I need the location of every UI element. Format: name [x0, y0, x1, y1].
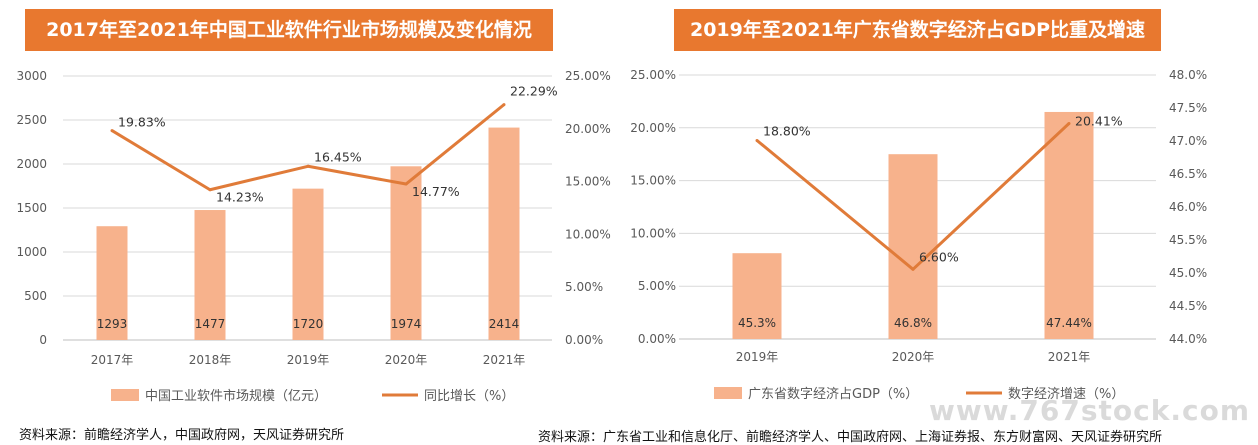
y-right-tick-label: 20.00%: [565, 122, 611, 136]
y-left-tick-label: 15.00%: [630, 174, 676, 188]
y-left-tick-label: 0.00%: [638, 332, 676, 346]
y-left-tick-label: 1500: [16, 201, 47, 215]
bar: [96, 226, 128, 340]
y-left-tick-label: 20.00%: [630, 121, 676, 135]
bar: [732, 253, 782, 339]
y-right-tick-label: 44.0%: [1169, 332, 1207, 346]
x-category-label: 2020年: [892, 350, 935, 364]
y-left-tick-label: 2500: [16, 113, 47, 127]
line-point: [502, 103, 506, 107]
x-category-label: 2017年: [91, 353, 134, 367]
bar: [194, 210, 226, 340]
line-value-label: 19.83%: [118, 115, 166, 130]
bar: [1044, 111, 1094, 340]
line-point: [755, 138, 759, 142]
y-left-tick-label: 5.00%: [638, 279, 676, 293]
y-right-tick-label: 45.5%: [1169, 233, 1207, 247]
bar-value-label: 47.44%: [1046, 316, 1092, 330]
y-right-tick-label: 10.00%: [565, 227, 611, 241]
line-value-label: 18.80%: [763, 123, 811, 138]
y-right-tick-label: 47.0%: [1169, 134, 1207, 148]
y-right-tick-label: 44.5%: [1169, 299, 1207, 313]
bar-value-label: 45.3%: [738, 316, 776, 330]
y-left-tick-label: 1000: [16, 245, 47, 259]
x-category-label: 2018年: [189, 353, 232, 367]
line-point: [306, 164, 310, 168]
legend-line-label: 数字经济增速（%）: [1008, 387, 1124, 402]
line-value-label: 14.77%: [412, 184, 460, 199]
chart-panel-left: 2017年至2021年中国工业软件行业市场规模及变化情况 0 500 1000 150…: [16, 9, 611, 443]
source-note-right: 资料来源：广东省工业和信息化厅、前瞻经济学人、中国政府网、上海证券报、东方财富网…: [538, 430, 1163, 445]
legend-bar-label: 广东省数字经济占GDP（%）: [748, 387, 918, 402]
line-value-label: 6.60%: [919, 249, 959, 264]
bar: [292, 188, 324, 340]
legend-line-label: 同比增长（%）: [424, 389, 514, 404]
bar: [390, 166, 422, 340]
line-value-label: 16.45%: [314, 149, 362, 164]
legend-bar-swatch: [714, 387, 742, 399]
y-right-tick-label: 15.00%: [565, 175, 611, 189]
bar: [488, 127, 520, 341]
x-category-label: 2020年: [385, 353, 428, 367]
series-line: [111, 103, 505, 192]
line-point: [110, 129, 114, 133]
y-right-tick-label: 0.00%: [565, 333, 603, 347]
line-value-label: 14.23%: [216, 190, 264, 205]
y-right-tick-label: 45.0%: [1169, 266, 1207, 280]
y-right-tick-label: 48.0%: [1169, 68, 1207, 82]
bar: [888, 154, 938, 339]
legend-bar-label: 中国工业软件市场规模（亿元）: [145, 388, 327, 404]
bar-value-label: 1293: [97, 317, 128, 331]
y-right-tick-label: 46.5%: [1169, 167, 1207, 181]
bar-value-label: 2414: [489, 317, 520, 331]
x-category-label: 2019年: [287, 353, 330, 367]
bar-value-label: 1974: [391, 317, 422, 331]
x-category-label: 2021年: [1048, 350, 1091, 364]
chart-title-left: 2017年至2021年中国工业软件行业市场规模及变化情况: [25, 9, 553, 51]
chart-panel-right: 2019年至2021年广东省数字经济占GDP比重及增速 0.00% 5.00% 10…: [538, 0, 1258, 445]
y-right-tick-label: 46.0%: [1169, 200, 1207, 214]
bar-value-label: 1477: [195, 317, 226, 331]
y-right-tick-label: 25.00%: [565, 69, 611, 83]
x-category-label: 2019年: [736, 350, 779, 364]
y-left-tick-label: 2000: [16, 157, 47, 171]
y-left-tick-label: 500: [24, 289, 47, 303]
bar-value-label: 46.8%: [894, 316, 932, 330]
chart-right: 0.00% 5.00% 10.00% 15.00% 20.00% 25.00% 44.0% 4…: [630, 68, 1207, 402]
chart-left: 0 500 1000 1500 2000 2500 3000 0.00% 5.00% 10.00%…: [16, 69, 611, 404]
y-left-tick-label: 0: [39, 333, 47, 347]
line-point: [208, 188, 212, 192]
line-point: [404, 182, 408, 186]
watermark: www.767stock.com: [928, 394, 1250, 427]
line-value-label: 22.29%: [510, 84, 558, 99]
y-left-tick-label: 3000: [16, 69, 47, 83]
chart-title-right: 2019年至2021年广东省数字经济占GDP比重及增速: [674, 9, 1161, 51]
x-category-label: 2021年: [483, 353, 526, 367]
line-point: [911, 267, 915, 271]
legend-bar-swatch: [111, 389, 139, 401]
source-note-left: 资料来源：前瞻经济学人，中国政府网，天风证券研究所: [19, 428, 345, 443]
line-point: [1067, 121, 1071, 125]
y-left-tick-label: 25.00%: [630, 68, 676, 82]
bar-value-label: 1720: [293, 317, 324, 331]
y-right-tick-label: 5.00%: [565, 280, 603, 294]
y-right-tick-label: 47.5%: [1169, 101, 1207, 115]
y-left-tick-label: 10.00%: [630, 226, 676, 240]
line-value-label: 20.41%: [1075, 113, 1123, 128]
